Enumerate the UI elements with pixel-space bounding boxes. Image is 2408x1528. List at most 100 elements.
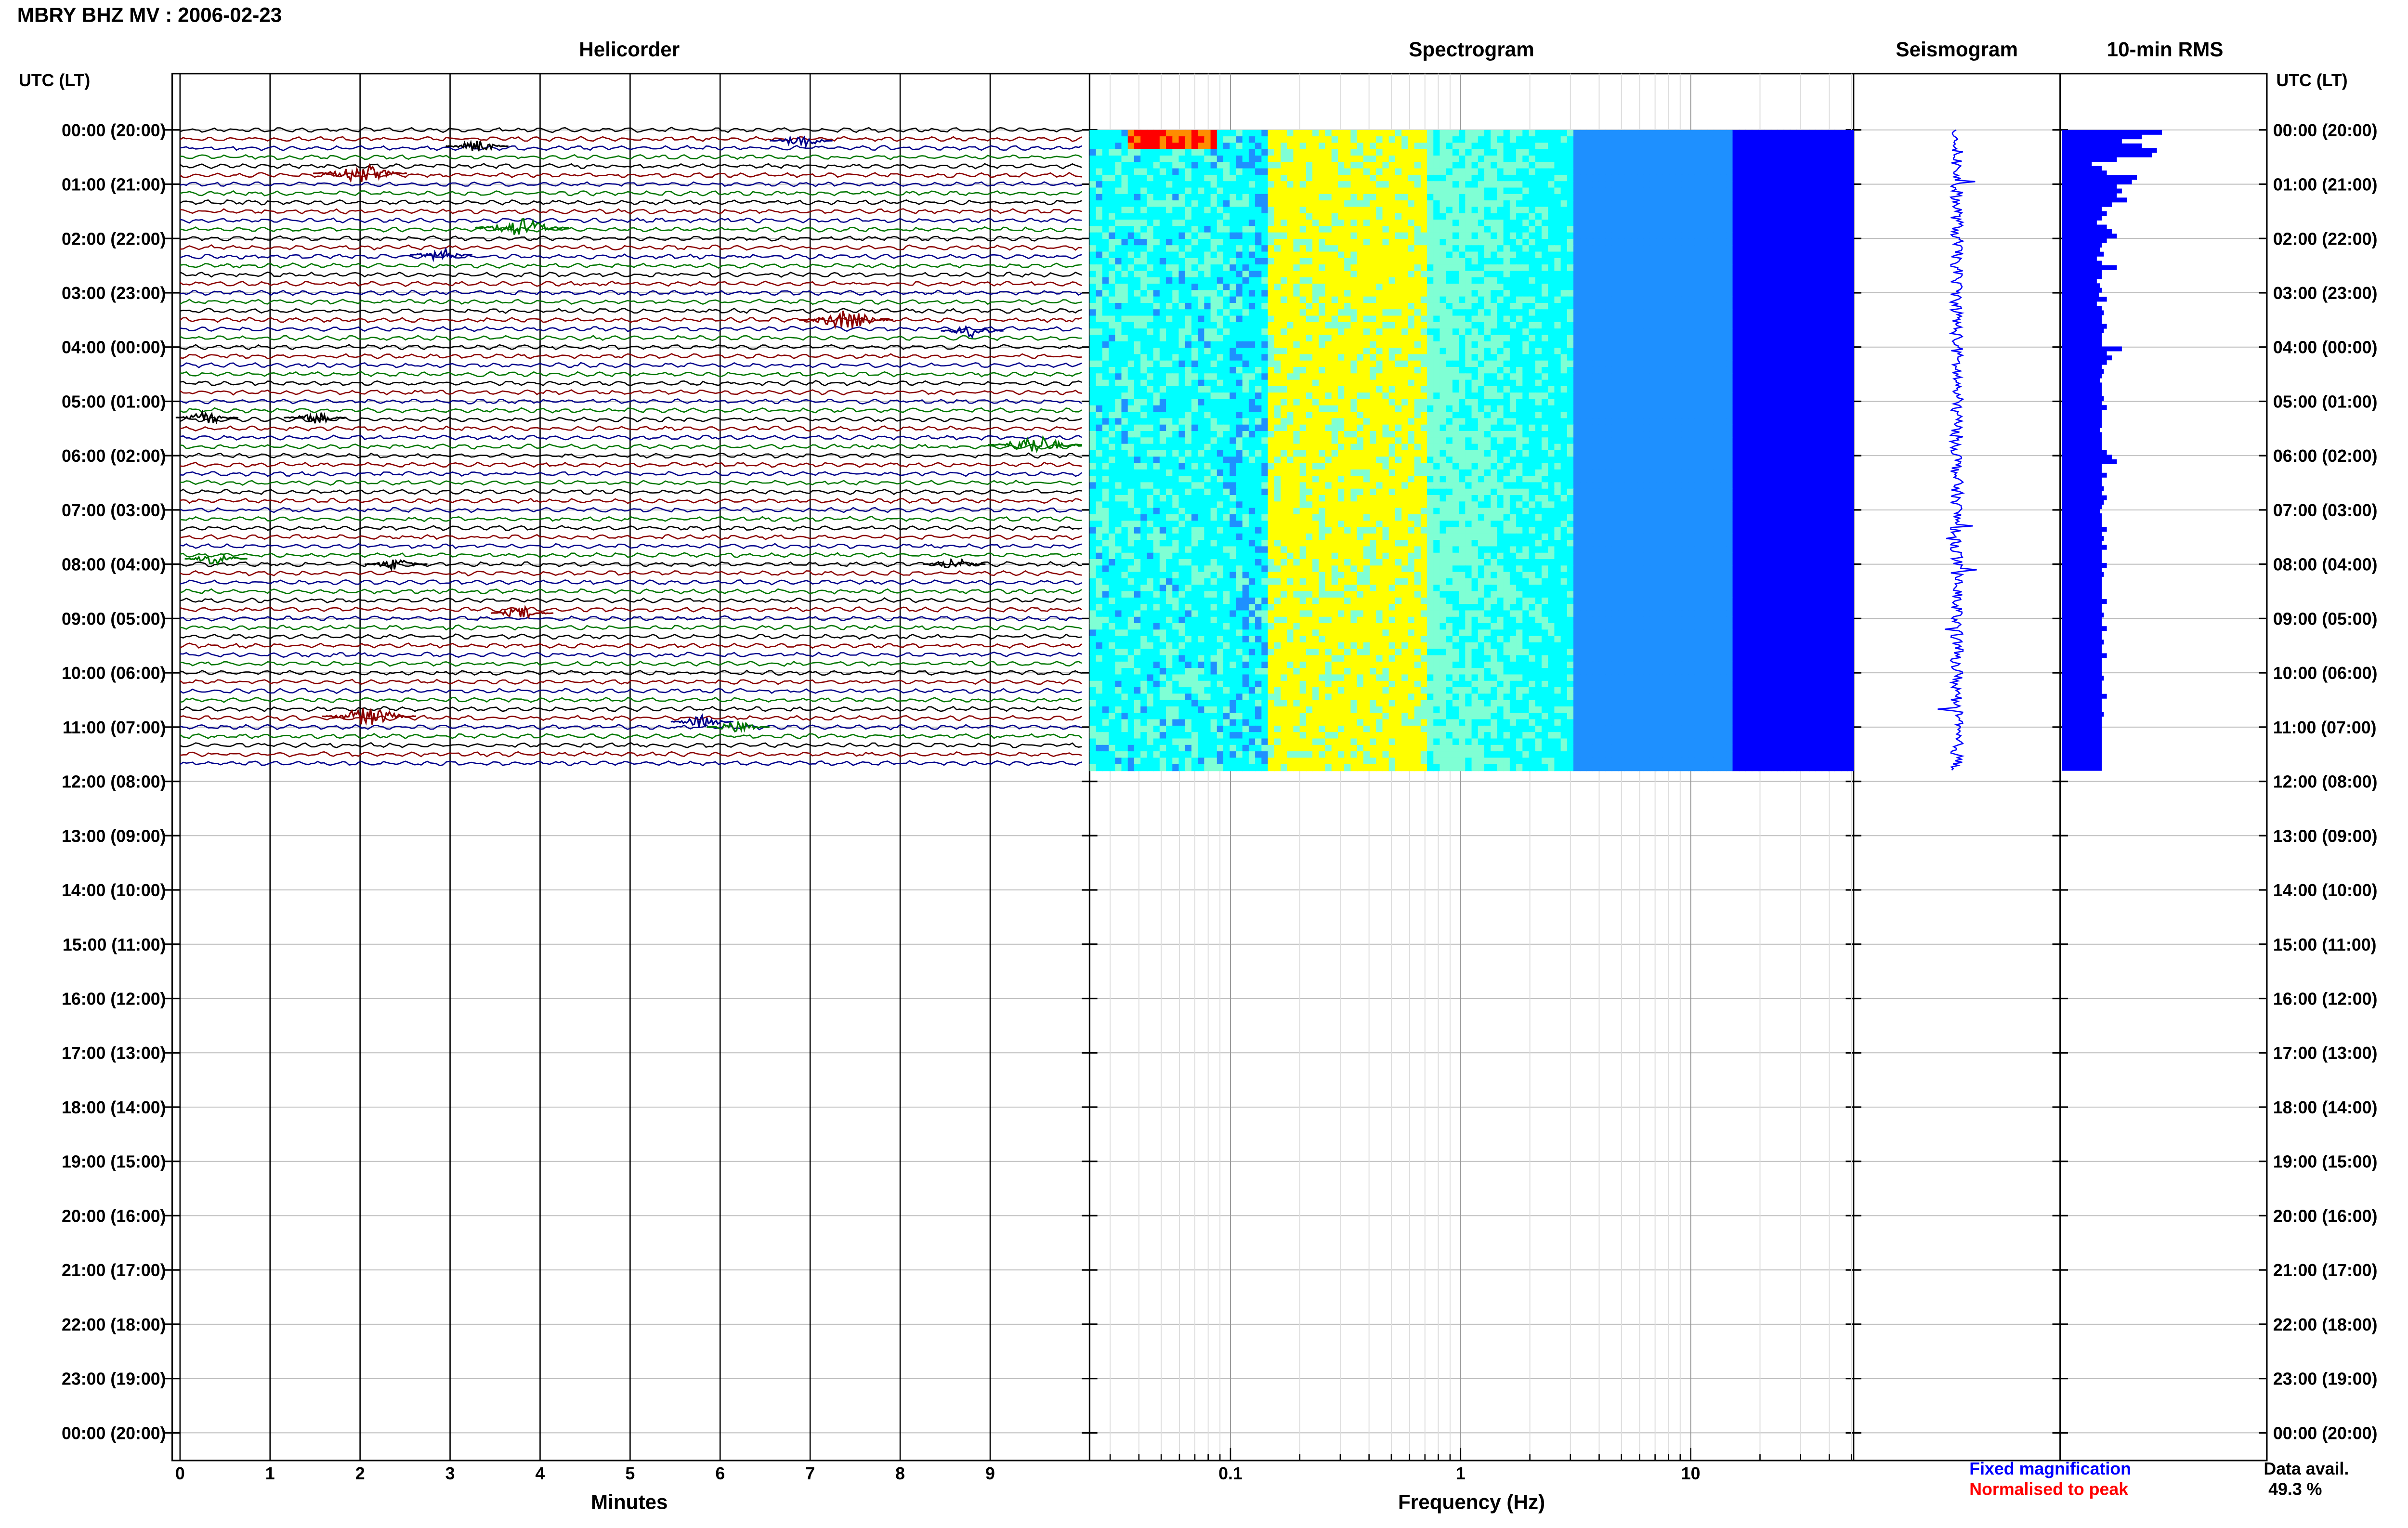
spectrogram-cell	[1147, 233, 1154, 240]
spectrogram-cell	[1777, 162, 1784, 169]
spectrogram-cell	[1841, 226, 1848, 233]
spectrogram-cell	[1109, 130, 1116, 137]
spectrogram-cell	[1281, 239, 1288, 246]
spectrogram-cell	[1790, 322, 1797, 329]
spectrogram-cell	[1815, 316, 1822, 323]
spectrogram-cell	[1134, 213, 1141, 221]
spectrogram-cell	[1529, 245, 1536, 252]
spectrogram-cell	[1605, 233, 1612, 240]
spectrogram-cell	[1408, 335, 1415, 342]
spectrogram-cell	[1618, 149, 1625, 157]
spectrogram-cell	[1453, 200, 1460, 208]
spectrogram-cell	[1841, 348, 1848, 355]
spectrogram-cell	[1115, 233, 1122, 240]
spectrogram-cell	[1504, 367, 1511, 374]
spectrogram-cell	[1115, 328, 1122, 336]
spectrogram-cell	[1287, 200, 1294, 208]
spectrogram-cell	[1605, 188, 1612, 195]
spectrogram-cell	[1796, 271, 1804, 278]
spectrogram-cell	[1389, 284, 1396, 291]
spectrogram-cell	[1593, 258, 1600, 265]
spectrogram-cell	[1300, 252, 1307, 259]
spectrogram-cell	[1656, 258, 1663, 265]
spectrogram-cell	[1217, 194, 1224, 201]
spectrogram-cell	[1618, 341, 1625, 349]
spectrogram-cell	[1204, 188, 1211, 195]
spectrogram-cell	[1542, 233, 1549, 240]
spectrogram-cell	[1446, 194, 1453, 201]
spectrogram-cell	[1682, 303, 1689, 310]
spectrogram-cell	[1281, 309, 1288, 316]
spectrogram-cell	[1376, 207, 1383, 214]
spectrogram-cell	[1593, 169, 1600, 176]
spectrogram-cell	[1522, 130, 1530, 137]
spectrogram-cell	[1472, 156, 1479, 163]
spectrogram-cell	[1274, 341, 1282, 349]
spectrogram-cell	[1516, 169, 1523, 176]
spectrogram-cell	[1783, 303, 1791, 310]
spectrogram-cell	[1281, 226, 1288, 233]
spectrogram-cell	[1211, 348, 1218, 355]
spectrogram-cell	[1306, 143, 1313, 150]
spectrogram-cell	[1357, 297, 1364, 304]
spectrogram-cell	[1465, 367, 1472, 374]
spectrogram-cell	[1662, 328, 1670, 336]
spectrogram-cell	[1217, 220, 1224, 227]
time-label-right: 02:00 (22:00)	[2273, 229, 2378, 248]
spectrogram-cell	[1599, 264, 1606, 272]
spectrogram-cell	[1166, 233, 1173, 240]
spectrogram-cell	[1160, 245, 1167, 252]
spectrogram-cell	[1593, 264, 1600, 272]
spectrogram-cell	[1828, 367, 1835, 374]
spectrogram-cell	[1211, 252, 1218, 259]
time-label-right: 05:00 (01:00)	[2273, 392, 2378, 411]
spectrogram-cell	[1249, 207, 1256, 214]
spectrogram-cell	[1185, 361, 1192, 368]
spectrogram-cell	[1522, 354, 1530, 361]
spectrogram-cell	[1115, 175, 1122, 182]
spectrogram-cell	[1332, 322, 1339, 329]
spectrogram-cell	[1542, 149, 1549, 157]
spectrogram-cell	[1408, 188, 1415, 195]
spectrogram-cell	[1586, 156, 1594, 163]
spectrogram-cell	[1701, 309, 1708, 316]
spectrogram-cell	[1497, 188, 1504, 195]
spectrogram-cell	[1828, 361, 1835, 368]
spectrogram-cell	[1828, 194, 1835, 201]
spectrogram-cell	[1401, 194, 1409, 201]
spectrogram-cell	[1611, 169, 1619, 176]
spectrogram-cell	[1109, 162, 1116, 169]
spectrogram-cell	[1134, 194, 1141, 201]
spectrogram-cell	[1122, 335, 1129, 342]
spectrogram-cell	[1211, 162, 1218, 169]
spectrogram-cell	[1771, 181, 1778, 188]
spectrogram-cell	[1484, 245, 1492, 252]
spectrogram-cell	[1421, 245, 1428, 252]
spectrogram-cell	[1102, 220, 1110, 227]
spectrogram-cell	[1236, 226, 1243, 233]
spectrogram-cell	[1363, 361, 1371, 368]
spectrogram-cell	[1803, 207, 1810, 214]
spectrogram-cell	[1128, 233, 1135, 240]
spectrogram-cell	[1217, 239, 1224, 246]
spectrogram-cell	[1765, 341, 1772, 349]
spectrogram-cell	[1166, 239, 1173, 246]
spectrogram-cell	[1586, 233, 1594, 240]
spectrogram-cell	[1618, 361, 1625, 368]
spectrogram-cell	[1662, 143, 1670, 150]
spectrogram-cell	[1312, 226, 1320, 233]
spectrogram-cell	[1172, 200, 1179, 208]
spectrogram-cell	[1274, 226, 1282, 233]
spectrogram-cell	[1611, 264, 1619, 272]
spectrogram-cell	[1459, 277, 1466, 285]
spectrogram-cell	[1548, 169, 1555, 176]
spectrogram-cell	[1656, 245, 1663, 252]
spectrogram-cell	[1389, 290, 1396, 297]
spectrogram-cell	[1287, 297, 1294, 304]
spectrogram-cell	[1611, 181, 1619, 188]
spectrogram-cell	[1383, 316, 1390, 323]
spectrogram-cell	[1522, 322, 1530, 329]
spectrogram-cell	[1350, 143, 1358, 150]
spectrogram-cell	[1688, 136, 1695, 144]
spectrogram-cell	[1783, 309, 1791, 316]
